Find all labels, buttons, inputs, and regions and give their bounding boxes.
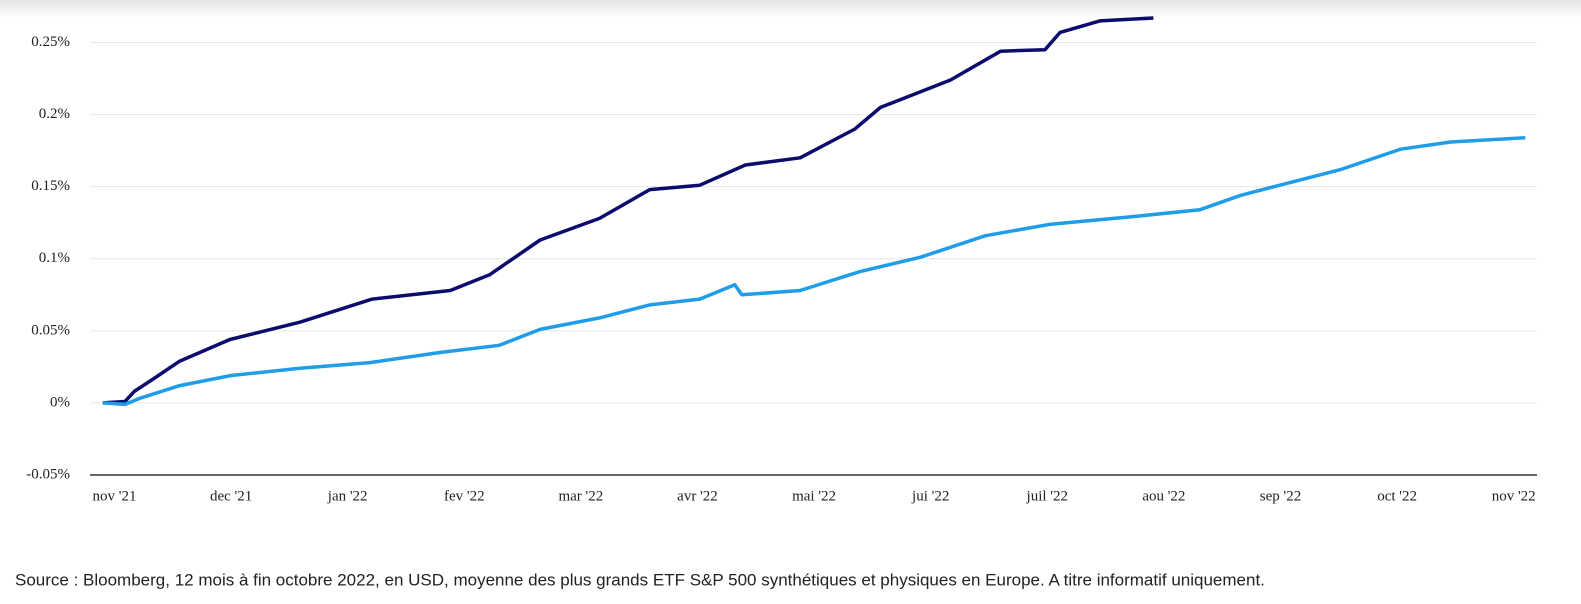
x-tick-label: jui '22 [911,488,949,504]
source-note: Source : Bloomberg, 12 mois à fin octobr… [15,570,1265,589]
x-tick-label: dec '21 [210,488,252,504]
y-tick-label: 0% [50,394,70,410]
y-tick-label: 0.15% [31,178,70,194]
x-tick-label: mai '22 [792,488,836,504]
x-tick-label: mar '22 [558,488,603,504]
y-tick-label: 0.05% [31,322,70,338]
x-tick-label: oct '22 [1377,488,1417,504]
x-tick-label: jan '22 [327,488,368,504]
top-shadow [0,0,1581,18]
series-line [102,16,1154,405]
x-tick-label: fev '22 [444,488,485,504]
x-tick-label: avr '22 [677,488,718,504]
x-tick-label: sep '22 [1260,488,1301,504]
y-tick-label: -0.05% [26,466,70,482]
y-tick-label: 0.2% [39,106,70,122]
y-tick-label: 0.1% [39,250,70,266]
x-tick-label: aou '22 [1142,488,1185,504]
x-tick-label: juil '22 [1026,488,1068,504]
x-tick-label: nov '22 [1492,488,1536,504]
series-line [102,135,1526,407]
x-tick-label: nov '21 [93,488,137,504]
y-tick-label: 0.25% [31,34,70,50]
